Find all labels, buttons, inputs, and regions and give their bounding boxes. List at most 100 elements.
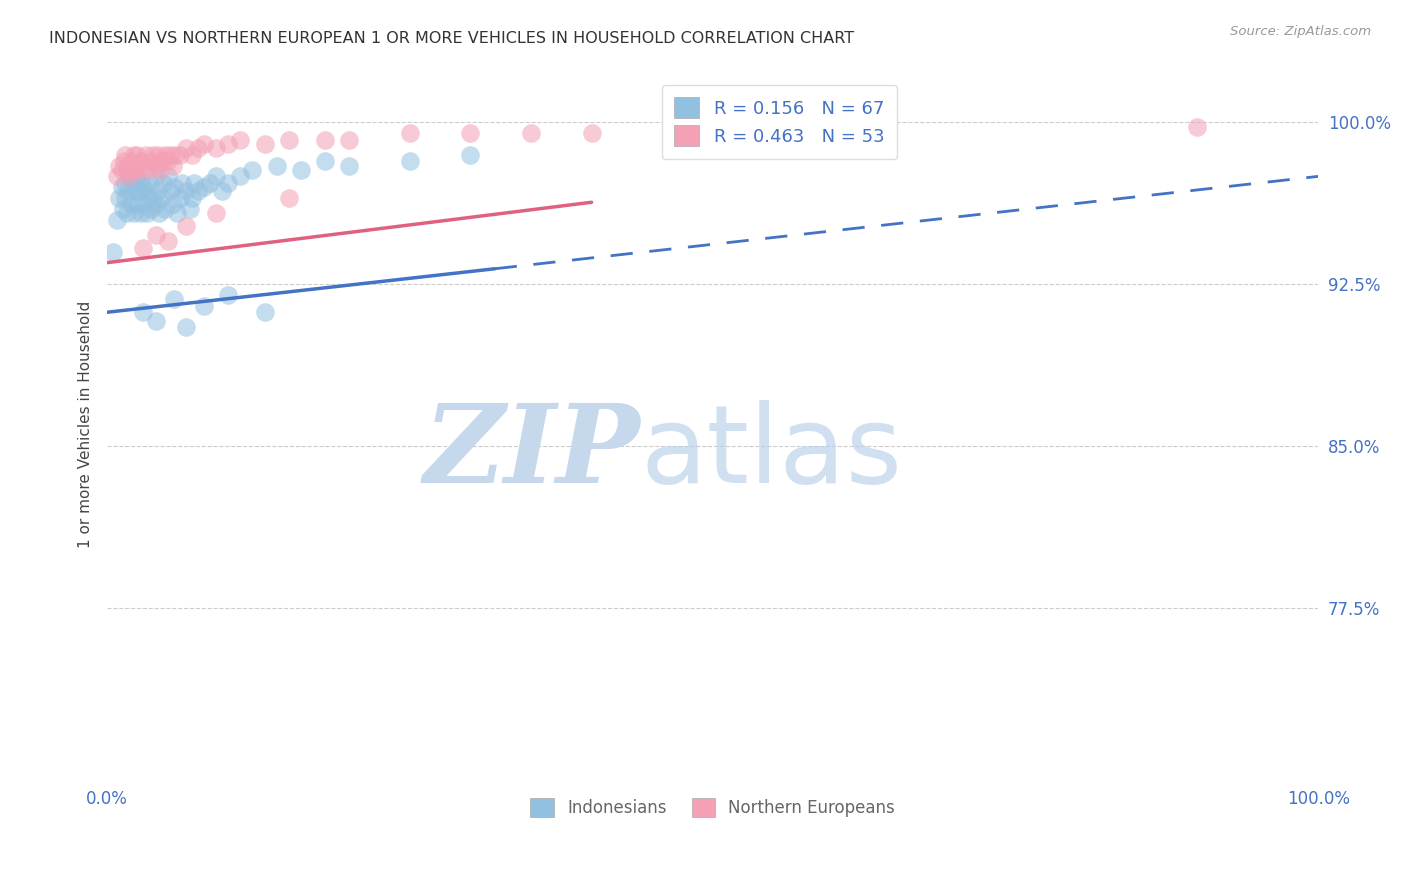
Point — [120, 169, 142, 184]
Point — [181, 191, 204, 205]
Point — [129, 154, 152, 169]
Point — [142, 191, 165, 205]
Point — [138, 176, 160, 190]
Point — [174, 219, 197, 233]
Point — [125, 185, 148, 199]
Point — [139, 202, 162, 216]
Point — [217, 176, 239, 190]
Point — [139, 154, 162, 169]
Point — [314, 133, 336, 147]
Point — [193, 299, 215, 313]
Point — [205, 141, 228, 155]
Point — [163, 293, 186, 307]
Point — [146, 185, 169, 199]
Point — [118, 169, 141, 184]
Point — [122, 206, 145, 220]
Point — [105, 212, 128, 227]
Point — [132, 305, 155, 319]
Point — [169, 191, 191, 205]
Point — [174, 141, 197, 155]
Point — [460, 148, 482, 162]
Point — [108, 159, 131, 173]
Point — [145, 227, 167, 242]
Point — [150, 191, 173, 205]
Point — [145, 169, 167, 184]
Point — [132, 159, 155, 173]
Text: INDONESIAN VS NORTHERN EUROPEAN 1 OR MORE VEHICLES IN HOUSEHOLD CORRELATION CHAR: INDONESIAN VS NORTHERN EUROPEAN 1 OR MOR… — [49, 31, 855, 46]
Text: ZIP: ZIP — [423, 399, 640, 507]
Point — [581, 126, 603, 140]
Point — [277, 133, 299, 147]
Point — [181, 148, 204, 162]
Point — [314, 154, 336, 169]
Point — [122, 180, 145, 194]
Point — [136, 206, 159, 220]
Point — [129, 206, 152, 220]
Point — [163, 148, 186, 162]
Point — [117, 185, 139, 199]
Point — [159, 148, 181, 162]
Point — [128, 185, 150, 199]
Point — [127, 169, 149, 184]
Point — [159, 185, 181, 199]
Point — [277, 191, 299, 205]
Point — [156, 154, 179, 169]
Point — [145, 159, 167, 173]
Point — [115, 206, 138, 220]
Point — [166, 206, 188, 220]
Point — [149, 162, 172, 177]
Point — [114, 176, 136, 190]
Point — [253, 136, 276, 151]
Point — [174, 320, 197, 334]
Point — [1185, 120, 1208, 134]
Point — [111, 202, 134, 216]
Point — [399, 126, 422, 140]
Point — [290, 162, 312, 177]
Point — [193, 136, 215, 151]
Point — [122, 148, 145, 162]
Point — [120, 197, 142, 211]
Point — [205, 169, 228, 184]
Point — [103, 244, 125, 259]
Point — [146, 148, 169, 162]
Point — [128, 162, 150, 177]
Text: Source: ZipAtlas.com: Source: ZipAtlas.com — [1230, 25, 1371, 38]
Point — [148, 206, 170, 220]
Point — [105, 169, 128, 184]
Point — [163, 180, 186, 194]
Point — [125, 159, 148, 173]
Point — [111, 180, 134, 194]
Point — [138, 191, 160, 205]
Text: atlas: atlas — [640, 400, 903, 506]
Point — [169, 148, 191, 162]
Point — [145, 197, 167, 211]
Point — [108, 191, 131, 205]
Point — [132, 197, 155, 211]
Point — [152, 176, 174, 190]
Point — [460, 126, 482, 140]
Point — [114, 148, 136, 162]
Point — [266, 159, 288, 173]
Point — [520, 126, 543, 140]
Point — [172, 176, 194, 190]
Point — [217, 288, 239, 302]
Point — [162, 159, 184, 173]
Point — [187, 185, 209, 199]
Point — [253, 305, 276, 319]
Point — [132, 241, 155, 255]
Point — [132, 180, 155, 194]
Point — [127, 148, 149, 162]
Point — [229, 169, 252, 184]
Point — [128, 176, 150, 190]
Point — [111, 162, 134, 177]
Point — [118, 169, 141, 184]
Point — [179, 202, 201, 216]
Point — [112, 154, 135, 169]
Point — [183, 176, 205, 190]
Point — [217, 136, 239, 151]
Point — [162, 197, 184, 211]
Point — [211, 185, 233, 199]
Point — [198, 176, 221, 190]
Point — [337, 159, 360, 173]
Point — [229, 133, 252, 147]
